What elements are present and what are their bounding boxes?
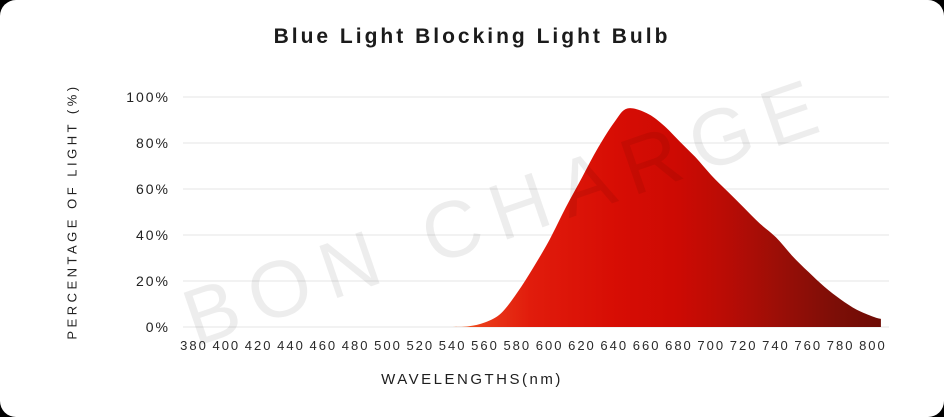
y-tick-label: 100% — [126, 89, 170, 105]
x-tick-label: 460 — [309, 338, 338, 353]
y-tick-label: 0% — [145, 319, 170, 335]
x-tick-label: 380 — [180, 338, 208, 353]
y-tick-label: 60% — [135, 181, 170, 197]
spectrum-area — [194, 108, 881, 327]
x-tick-label: 480 — [341, 338, 370, 353]
x-tick-label: 560 — [471, 338, 499, 353]
x-tick-label: 500 — [374, 338, 402, 353]
x-tick-label: 440 — [277, 338, 305, 353]
y-tick-label: 80% — [135, 135, 170, 151]
x-tick-label: 580 — [503, 338, 532, 353]
x-tick-label: 780 — [826, 338, 855, 353]
x-tick-label: 640 — [600, 338, 629, 353]
x-tick-label: 420 — [244, 338, 273, 353]
y-tick-label: 40% — [135, 227, 170, 243]
x-tick-label: 520 — [406, 338, 435, 353]
x-tick-label: 400 — [212, 338, 241, 353]
x-tick-label: 600 — [535, 338, 564, 353]
x-tick-label: 620 — [568, 338, 596, 353]
y-tick-label: 20% — [135, 273, 170, 289]
x-tick-label: 660 — [632, 338, 661, 353]
x-tick-label: 680 — [665, 338, 693, 353]
x-tick-label: 760 — [794, 338, 823, 353]
chart-title: Blue Light Blocking Light Bulb — [273, 25, 671, 48]
x-tick-label: 740 — [762, 338, 790, 353]
x-axis-title: WAVELENGTHS(nm) — [381, 371, 563, 388]
x-tick-label: 540 — [438, 338, 467, 353]
x-tick-label: 700 — [697, 338, 726, 353]
x-tick-label: 720 — [729, 338, 758, 353]
x-tick-label: 800 — [859, 338, 887, 353]
